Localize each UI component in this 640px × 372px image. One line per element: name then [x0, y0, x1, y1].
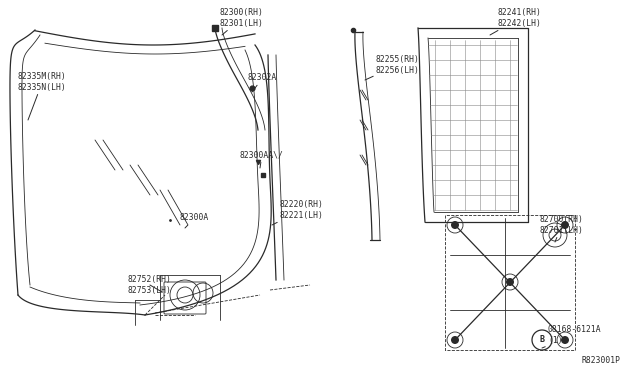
Text: 82241(RH)
82242(LH): 82241(RH) 82242(LH) — [490, 8, 542, 35]
Circle shape — [532, 330, 552, 350]
Text: 08168-6121A
(1): 08168-6121A (1) — [542, 325, 602, 348]
Circle shape — [561, 221, 569, 229]
Text: 82300(RH)
82301(LH): 82300(RH) 82301(LH) — [220, 8, 264, 35]
Text: B: B — [540, 336, 545, 344]
Text: 82300AA\/: 82300AA\/ — [240, 151, 284, 168]
Text: 82700(RH)
82701(LH): 82700(RH) 82701(LH) — [540, 215, 584, 242]
Text: 82335M(RH)
82335N(LH): 82335M(RH) 82335N(LH) — [18, 72, 67, 120]
Text: 82255(RH)
82256(LH): 82255(RH) 82256(LH) — [365, 55, 420, 80]
Circle shape — [561, 336, 569, 344]
Text: 82752(RH)
82753(LH): 82752(RH) 82753(LH) — [128, 275, 172, 295]
Text: R823001P: R823001P — [581, 356, 620, 365]
Text: 82220(RH)
82221(LH): 82220(RH) 82221(LH) — [272, 200, 324, 225]
Text: 82302A: 82302A — [248, 74, 277, 92]
Circle shape — [451, 336, 459, 344]
Circle shape — [506, 278, 514, 286]
Circle shape — [451, 221, 459, 229]
Text: 82300A: 82300A — [180, 214, 209, 228]
